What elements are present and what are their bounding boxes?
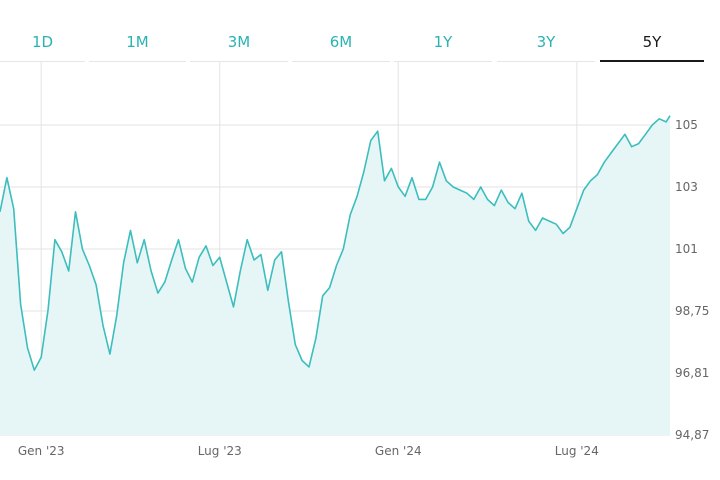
- tab-3y[interactable]: 3Y: [497, 26, 595, 62]
- y-tick-label: 101: [675, 242, 698, 256]
- y-tick-label: 103: [675, 180, 698, 194]
- price-chart: 94,87 96,81 98,75 101 103 105 Gen '23 Lug '23 Ge…: [0, 62, 709, 458]
- tab-1m[interactable]: 1M: [89, 26, 186, 62]
- x-tick-label: Gen '23: [18, 444, 65, 458]
- tab-3m[interactable]: 3M: [190, 26, 288, 62]
- y-tick-label: 96,81: [675, 366, 709, 380]
- x-tick-label: Lug '23: [198, 444, 242, 458]
- tab-1d[interactable]: 1D: [0, 26, 85, 62]
- tab-6m[interactable]: 6M: [292, 26, 390, 62]
- chart-tick-labels: 94,87 96,81 98,75 101 103 105 Gen '23 Lug '23 Ge…: [18, 118, 709, 458]
- tab-1y[interactable]: 1Y: [394, 26, 492, 62]
- x-tick-label: Lug '24: [555, 444, 599, 458]
- y-tick-label: 94,87: [675, 428, 709, 442]
- tab-5y[interactable]: 5Y: [600, 26, 704, 62]
- price-area: [0, 115, 670, 435]
- price-line: [0, 115, 671, 371]
- y-tick-label: 98,75: [675, 304, 709, 318]
- y-tick-label: 105: [675, 118, 698, 132]
- timeframe-tabs: 1D 1M 3M 6M 1Y 3Y 5Y: [0, 0, 720, 62]
- x-tick-label: Gen '24: [375, 444, 422, 458]
